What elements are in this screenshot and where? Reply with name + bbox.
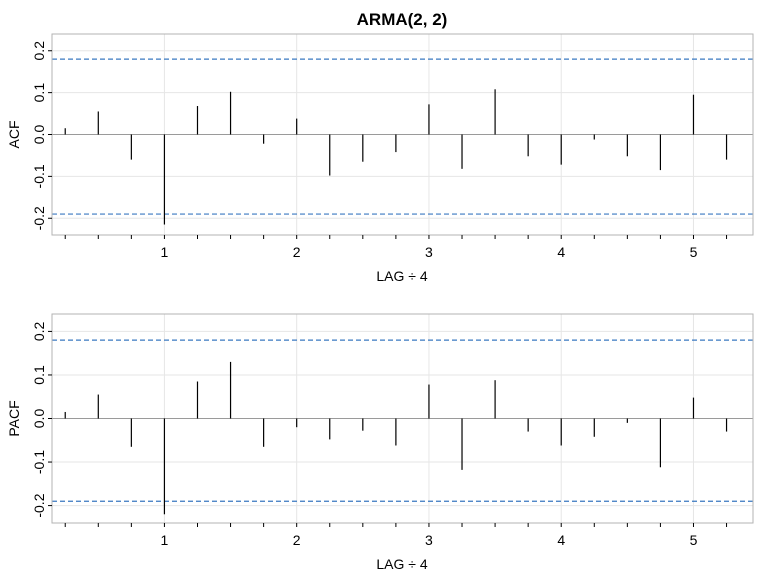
pacf-x-tick-label: 4 <box>557 532 565 548</box>
acf-y-tick-label: -0.2 <box>31 206 47 230</box>
chart-title: ARMA(2, 2) <box>357 10 448 29</box>
pacf-y-tick-label: 0.2 <box>31 321 47 341</box>
acf-panel: 1 2 3 4 5 -0.2 -0.1 0.0 0.1 0.2 LAG ÷ 4 ACF <box>6 33 754 284</box>
pacf-x-axis-label: LAG ÷ 4 <box>376 556 427 572</box>
pacf-x-tick-label: 2 <box>293 532 301 548</box>
pacf-x-tick-label: 5 <box>690 532 698 548</box>
pacf-x-tick-label: 1 <box>161 532 169 548</box>
acf-y-tick-label: 0.1 <box>31 83 47 103</box>
pacf-y-tick-label: -0.2 <box>31 493 47 517</box>
pacf-x-tick-label: 3 <box>425 532 433 548</box>
acf-y-tick-label: -0.1 <box>31 164 47 188</box>
acf-y-tick-label: 0.2 <box>31 41 47 61</box>
acf-x-tick-label: 5 <box>690 244 698 260</box>
acf-x-tick-label: 2 <box>293 244 301 260</box>
pacf-y-tick-label: -0.1 <box>31 450 47 474</box>
acf-y-tick-label: 0.0 <box>31 125 47 145</box>
acf-y-axis-label: ACF <box>6 121 22 149</box>
pacf-y-tick-label: 0.1 <box>31 365 47 385</box>
acf-x-tick-label: 3 <box>425 244 433 260</box>
pacf-y-tick-label: 0.0 <box>31 409 47 429</box>
acf-x-tick-label: 4 <box>557 244 565 260</box>
acf-x-tick-label: 1 <box>161 244 169 260</box>
pacf-panel: 1 2 3 4 5 -0.2 -0.1 0.0 0.1 0.2 LAG ÷ 4 PACF <box>6 313 754 572</box>
pacf-y-axis-label: PACF <box>6 400 22 436</box>
acf-x-axis-label: LAG ÷ 4 <box>376 268 427 284</box>
